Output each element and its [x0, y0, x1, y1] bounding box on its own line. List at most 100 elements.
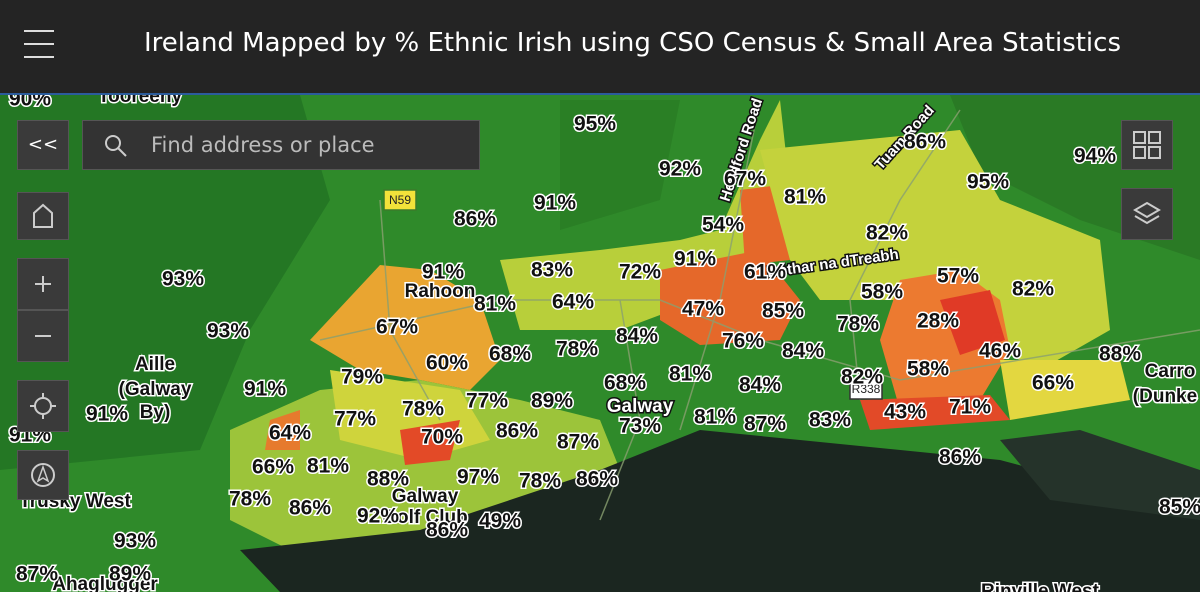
percent-label: 57%	[937, 265, 979, 288]
search-box[interactable]: Find address or place	[82, 120, 480, 170]
percent-label: 87%	[557, 431, 599, 454]
percent-label: 73%	[619, 415, 661, 438]
percent-label: 92%	[659, 158, 701, 181]
percent-label: 86%	[904, 131, 946, 154]
percent-label: 93%	[162, 268, 204, 291]
place-name: Galway	[392, 486, 459, 507]
percent-label: 77%	[466, 390, 508, 413]
percent-label: 93%	[114, 530, 156, 553]
layers-button[interactable]	[1121, 188, 1173, 240]
road-shield-label: R338	[852, 382, 881, 396]
collapse-button[interactable]: <<	[17, 120, 69, 170]
percent-label: 79%	[341, 366, 383, 389]
percent-label: 78%	[519, 470, 561, 493]
percent-label: 66%	[252, 456, 294, 479]
percent-label: 67%	[376, 316, 418, 339]
percent-label: 86%	[939, 446, 981, 469]
layers-icon	[1133, 201, 1161, 225]
minus-icon	[35, 335, 51, 337]
percent-label: 47%	[682, 298, 724, 321]
percent-label: 70%	[421, 426, 463, 449]
home-button[interactable]	[17, 192, 69, 240]
percent-label: 78%	[402, 398, 444, 421]
percent-label: 89%	[531, 390, 573, 413]
percent-label: 95%	[967, 171, 1009, 194]
basemap-button[interactable]	[1121, 120, 1173, 170]
percent-label: 88%	[1099, 343, 1141, 366]
area	[310, 265, 500, 390]
locate-button[interactable]	[17, 380, 69, 432]
place-name: Aille	[135, 354, 175, 375]
area	[760, 130, 1110, 370]
percent-label: 91%	[674, 248, 716, 271]
percent-label: 87%	[744, 413, 786, 436]
menu-button[interactable]	[24, 30, 54, 58]
percent-label: 43%	[884, 401, 926, 424]
plus-icon	[35, 276, 51, 292]
percent-label: 89%	[109, 563, 151, 586]
percent-label: 86%	[289, 497, 331, 520]
percent-label: 95%	[574, 113, 616, 136]
percent-label: 72%	[619, 261, 661, 284]
zoom-out-button[interactable]	[17, 310, 69, 362]
compass-button[interactable]	[17, 450, 69, 500]
place-name: Galway	[607, 396, 674, 417]
percent-label: 86%	[496, 420, 538, 443]
locate-icon	[30, 393, 56, 419]
percent-label: 82%	[841, 366, 883, 389]
place-name: (Galway	[119, 379, 192, 400]
search-placeholder: Find address or place	[151, 133, 375, 157]
percent-label: 71%	[949, 396, 991, 419]
sea	[240, 430, 1200, 592]
place-name: By)	[140, 402, 171, 423]
percent-label: 28%	[917, 310, 959, 333]
shore	[1000, 430, 1200, 520]
percent-label: 86%	[576, 468, 618, 491]
percent-label: 68%	[604, 372, 646, 395]
percent-label: 58%	[861, 281, 903, 304]
percent-label: 84%	[616, 325, 658, 348]
percent-label: 46%	[979, 340, 1021, 363]
area	[860, 395, 1010, 430]
percent-label: 94%	[1074, 145, 1116, 168]
place-name: Golf Club	[382, 507, 467, 528]
grid-icon	[1133, 131, 1161, 159]
percent-label: 83%	[531, 259, 573, 282]
title: Ireland Mapped by % Ethnic Irish using C…	[144, 28, 1121, 58]
percent-label: 66%	[1032, 372, 1074, 395]
percent-label: 81%	[669, 363, 711, 386]
percent-label: 76%	[722, 330, 764, 353]
home-icon	[33, 203, 53, 228]
percent-label: 88%	[367, 468, 409, 491]
percent-label: 81%	[694, 406, 736, 429]
header: Ireland Mapped by % Ethnic Irish using C…	[0, 0, 1200, 95]
road-shield-label: N59	[389, 193, 411, 207]
percent-label: 82%	[1012, 278, 1054, 301]
place-name: Ahaglugger	[52, 574, 158, 592]
percent-label: 67%	[724, 168, 766, 191]
percent-label: 91%	[86, 403, 128, 426]
zoom-in-button[interactable]	[17, 258, 69, 310]
place-name: Rahoon	[405, 281, 476, 302]
percent-label: 85%	[1159, 496, 1200, 519]
percent-label: 97%	[457, 466, 499, 489]
place-name: Rinville West	[981, 581, 1100, 592]
percent-label: 82%	[866, 222, 908, 245]
percent-label: 77%	[334, 408, 376, 431]
area	[265, 410, 300, 450]
percent-label: 93%	[207, 320, 249, 343]
percent-label: 68%	[489, 343, 531, 366]
forest	[0, 95, 330, 470]
area	[1000, 360, 1130, 420]
percent-label: 78%	[556, 338, 598, 361]
area	[940, 290, 1005, 355]
place-name: (Dunke	[1133, 386, 1197, 407]
percent-label: 84%	[739, 374, 781, 397]
forest	[560, 100, 680, 230]
percent-label: 86%	[454, 208, 496, 231]
percent-label: 84%	[782, 340, 824, 363]
area	[660, 250, 800, 345]
percent-label: 78%	[229, 488, 271, 511]
percent-label: 86%	[426, 519, 468, 542]
